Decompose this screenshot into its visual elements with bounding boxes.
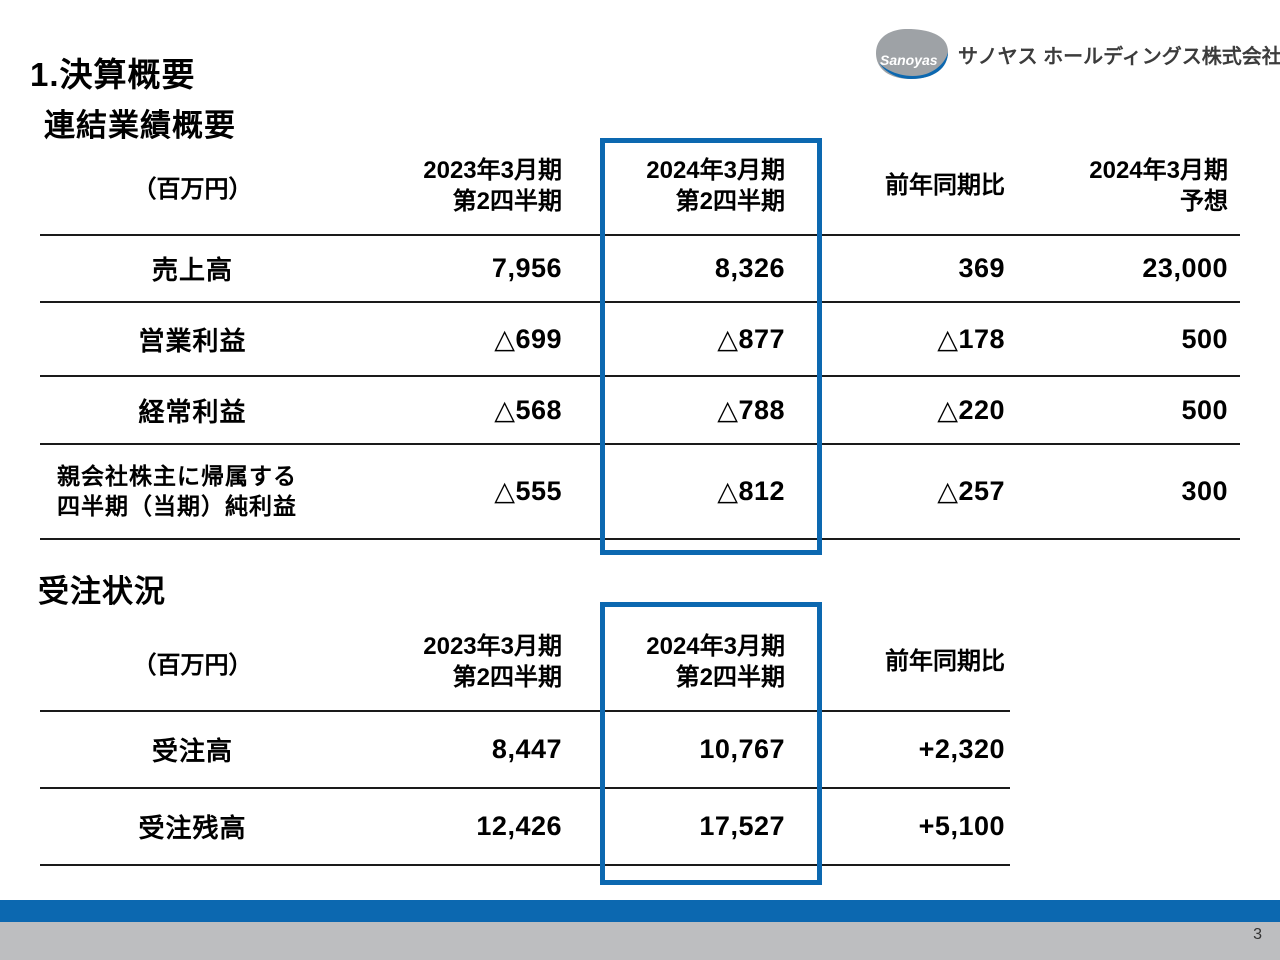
page-number: 3 (1253, 926, 1262, 943)
table-row-order-backlog: 受注残高 12,426 17,527 +5,100 (40, 789, 1010, 866)
footer-bar: 3 (0, 922, 1280, 960)
column-header-fy2024q2: 2024年3月期 第2四半期 (646, 156, 785, 215)
value-forecast: 23,000 (1142, 253, 1228, 283)
table-row-orders-received: 受注高 8,447 10,767 +2,320 (40, 712, 1010, 789)
value-yoy: △220 (937, 394, 1005, 425)
page-title: 1.決算概要 (30, 56, 196, 93)
footer-accent-bar (0, 900, 1280, 922)
column-header-fy2023q2: 2023年3月期 第2四半期 (423, 632, 562, 691)
value-fy2023q2: 7,956 (491, 253, 562, 283)
value-fy2024q2: △877 (717, 323, 785, 354)
column-header-fy2024q2: 2024年3月期 第2四半期 (646, 632, 785, 691)
value-yoy: +2,320 (918, 734, 1005, 764)
value-fy2024q2: 17,527 (699, 811, 785, 841)
orders-table-header-row: （百万円） 2023年3月期 第2四半期 2024年3月期 第2四半期 前年同期… (40, 615, 1010, 712)
value-forecast: 300 (1181, 476, 1228, 506)
sanoyas-logo-icon: Sanoyas (876, 29, 948, 79)
table-row-net-sales: 売上高 7,956 8,326 369 23,000 (40, 236, 1240, 303)
company-name: サノヤス ホールディングス株式会社 (958, 45, 1280, 68)
value-fy2024q2: 8,326 (714, 253, 785, 283)
value-fy2023q2: △555 (494, 476, 562, 506)
value-forecast: 500 (1181, 323, 1228, 354)
row-label: 経常利益 (138, 396, 247, 427)
unit-label-cell: （百万円） (40, 139, 345, 234)
value-fy2024q2: 10,767 (699, 734, 785, 764)
results-table: （百万円） 2023年3月期 第2四半期 2024年3月期 第2四半期 前年同期… (40, 139, 1240, 540)
unit-label: （百万円） (132, 176, 253, 203)
value-forecast: 500 (1181, 394, 1228, 425)
column-header-fy2024-forecast: 2024年3月期 予想 (1089, 156, 1228, 215)
value-fy2023q2: △699 (494, 323, 562, 354)
row-label: 売上高 (151, 255, 233, 285)
row-label: 受注高 (151, 736, 233, 766)
table-row-net-income: 親会社株主に帰属する 四半期（当期）純利益 △555 △812 △257 300 (40, 445, 1240, 540)
column-header-fy2023q2: 2023年3月期 第2四半期 (423, 156, 562, 215)
value-yoy: 369 (958, 253, 1005, 283)
value-fy2023q2: △568 (494, 394, 562, 425)
value-yoy: △178 (937, 323, 1005, 354)
company-logo-block: Sanoyas サノヤス ホールディングス株式会社 (876, 28, 1280, 80)
value-yoy: △257 (937, 476, 1005, 506)
column-header-yoy: 前年同期比 (885, 172, 1005, 200)
row-label: 受注残高 (138, 813, 247, 843)
table-row-ordinary-income: 経常利益 △568 △788 △220 500 (40, 377, 1240, 445)
results-table-header-row: （百万円） 2023年3月期 第2四半期 2024年3月期 第2四半期 前年同期… (40, 139, 1240, 236)
orders-section-title: 受注状況 (38, 574, 166, 609)
value-fy2023q2: 8,447 (491, 734, 562, 764)
value-fy2024q2: △812 (717, 476, 785, 506)
value-yoy: +5,100 (918, 811, 1005, 841)
logo-wordmark: Sanoyas (880, 52, 938, 68)
orders-table: （百万円） 2023年3月期 第2四半期 2024年3月期 第2四半期 前年同期… (40, 615, 1010, 866)
unit-label: （百万円） (132, 652, 253, 679)
value-fy2024q2: △788 (717, 394, 785, 425)
row-label: 親会社株主に帰属する 四半期（当期）純利益 (57, 462, 297, 519)
table-row-operating-income: 営業利益 △699 △877 △178 500 (40, 303, 1240, 377)
value-fy2023q2: 12,426 (476, 811, 562, 841)
unit-label-cell: （百万円） (40, 615, 345, 710)
results-section-title: 連結業績概要 (44, 108, 236, 143)
column-header-yoy: 前年同期比 (885, 648, 1005, 676)
row-label: 営業利益 (138, 325, 247, 356)
